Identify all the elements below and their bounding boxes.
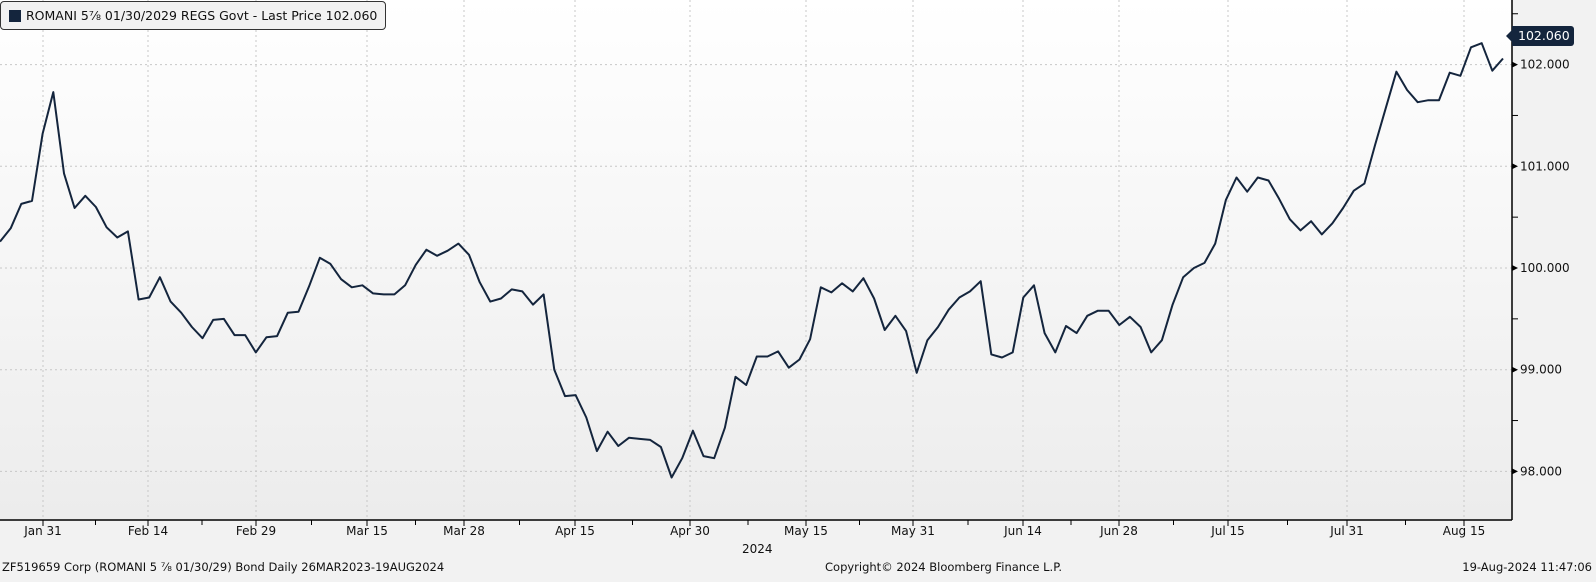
timestamp: 19-Aug-2024 11:47:06 — [1462, 560, 1592, 574]
y-tick — [1512, 468, 1518, 475]
plot-area — [0, 0, 1512, 520]
y-tick-label: 100.000 — [1520, 261, 1570, 275]
x-tick-label: May 31 — [891, 524, 935, 538]
y-tick-label: 101.000 — [1520, 159, 1570, 173]
legend-swatch — [9, 9, 21, 22]
gridlines — [0, 0, 1512, 520]
x-tick-label: Mar 15 — [346, 524, 388, 538]
legend-label: ROMANI 5⅞ 01/30/2029 REGS Govt - Last Pr… — [26, 8, 378, 23]
axes: 98.000 99.000 100.000 101.000 102.000 Jan 31 F… — [0, 0, 1570, 538]
y-tick — [1512, 366, 1518, 373]
legend: ROMANI 5⅞ 01/30/2029 REGS Govt - Last Pr… — [0, 1, 387, 30]
y-tick — [1512, 163, 1518, 170]
x-tick-label: Mar 28 — [443, 524, 485, 538]
price-line — [0, 42, 1504, 479]
x-tick-label: Jun 28 — [1099, 524, 1138, 538]
y-tick-label: 99.000 — [1520, 363, 1562, 377]
x-tick-label: Jul 15 — [1210, 524, 1245, 538]
y-tick-label: 98.000 — [1520, 464, 1562, 478]
y-tick — [1512, 61, 1518, 68]
x-tick-label: Jul 31 — [1329, 524, 1364, 538]
x-tick-label: Jun 14 — [1003, 524, 1042, 538]
x-tick-label: Jan 31 — [23, 524, 62, 538]
x-axis-year-label: 2024 — [742, 542, 773, 556]
y-tick — [1512, 265, 1518, 271]
x-tick-label: Feb 29 — [236, 524, 276, 538]
copyright: Copyright© 2024 Bloomberg Finance L.P. — [825, 560, 1062, 574]
x-tick-label: Apr 15 — [555, 524, 595, 538]
x-tick-label: Apr 30 — [670, 524, 710, 538]
y-tick-label: 102.000 — [1520, 58, 1570, 72]
x-tick-label: May 15 — [784, 524, 828, 538]
x-tick-label: Feb 14 — [128, 524, 168, 538]
last-price-tag: 102.060 — [1506, 26, 1574, 46]
security-description: ZF519659 Corp (ROMANI 5 ⅞ 01/30/29) Bond… — [2, 560, 445, 574]
x-tick-label: Aug 15 — [1443, 524, 1486, 538]
